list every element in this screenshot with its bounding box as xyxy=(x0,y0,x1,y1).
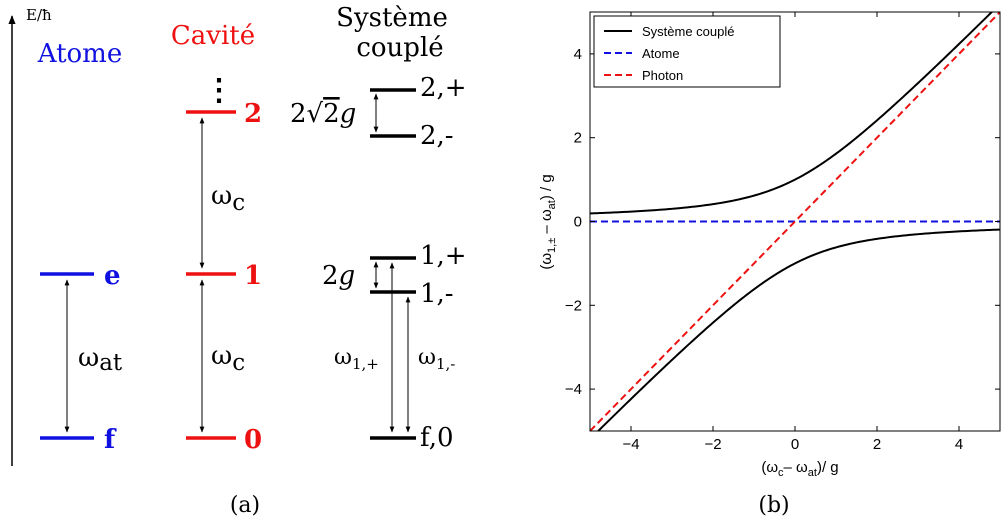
series-photon-line xyxy=(590,12,1000,431)
atom-transition-label: ωat xyxy=(78,343,123,376)
coupled-level-f0-label: f,0 xyxy=(420,423,454,453)
legend-label-coupled: Système couplé xyxy=(642,24,735,39)
splitting-1-label: 2g xyxy=(322,261,355,291)
coupled-level-1plus-label: 1,+ xyxy=(420,241,467,271)
cavity-transition-upper-label: ωc xyxy=(211,181,245,216)
cavity-title: Cavité xyxy=(171,21,255,51)
chart-frame xyxy=(589,11,1001,432)
panel-b: −4 −2 0 2 4 −4 −2 0 2 4 Système couplé Atome Phot… xyxy=(538,11,1001,518)
series-coupled-upper-branch xyxy=(590,12,994,215)
legend-label-photon: Photon xyxy=(642,68,683,83)
legend-box xyxy=(593,15,781,88)
energy-axis-label: E/ħ xyxy=(26,6,52,24)
y-tick-label: −4 xyxy=(565,381,582,398)
chart-x-axis-title: (ωc– ωat)/ g xyxy=(761,459,838,479)
splitting-2-radicand: 2 xyxy=(323,99,340,129)
x-tick-label: 4 xyxy=(955,436,963,453)
y-tick-label: 4 xyxy=(574,46,582,63)
panel-b-label: (b) xyxy=(758,493,789,518)
y-tick-label: 0 xyxy=(574,214,582,231)
coupled-level-1minus-label: 1,- xyxy=(420,279,454,309)
series-coupled-lower-branch xyxy=(596,228,1000,431)
legend-label-atom: Atome xyxy=(642,46,680,61)
splitting-2-label: 2√2g xyxy=(290,99,356,129)
cavity-level-0-label: 0 xyxy=(244,425,262,455)
coupled-title-line2: couplé xyxy=(356,33,443,63)
chart-plot-area: −4 −2 0 2 4 −4 −2 0 2 4 xyxy=(565,12,1000,453)
y-tick-label: 2 xyxy=(574,130,582,147)
cavity-transition-lower-label: ωc xyxy=(211,341,245,376)
atom-title: Atome xyxy=(37,39,122,69)
atom-level-e-label: e xyxy=(104,261,121,291)
coupled-level-2plus-label: 2,+ xyxy=(420,73,467,103)
atom-level-f-label: f xyxy=(104,425,117,455)
coupled-level-2minus-label: 2,- xyxy=(420,121,454,151)
chart-series-group xyxy=(590,12,1000,431)
cavity-level-1-label: 1 xyxy=(244,261,262,291)
transition-1plus-label: ω1,+ xyxy=(334,345,379,373)
y-tick-label: −2 xyxy=(565,297,582,314)
x-tick-label: −2 xyxy=(704,436,721,453)
chart-legend: Système couplé Atome Photon xyxy=(593,15,781,88)
x-tick-label: 2 xyxy=(873,436,881,453)
coupled-title-line1: Système xyxy=(336,3,448,33)
x-tick-label: 0 xyxy=(791,436,799,453)
chart-y-axis-title: (ω1,± – ωat) / g xyxy=(538,174,558,269)
panel-a-label: (a) xyxy=(230,493,260,518)
cavity-dots: ⋮ xyxy=(204,73,234,108)
x-tick-label: −4 xyxy=(622,436,639,453)
cavity-level-2-label: 2 xyxy=(244,99,262,129)
transition-1minus-label: ω1,- xyxy=(418,345,455,373)
panel-a: E/ħ Atome e f ωat Cavité ⋮ 2 1 0 ωc ωc S… xyxy=(8,3,467,518)
